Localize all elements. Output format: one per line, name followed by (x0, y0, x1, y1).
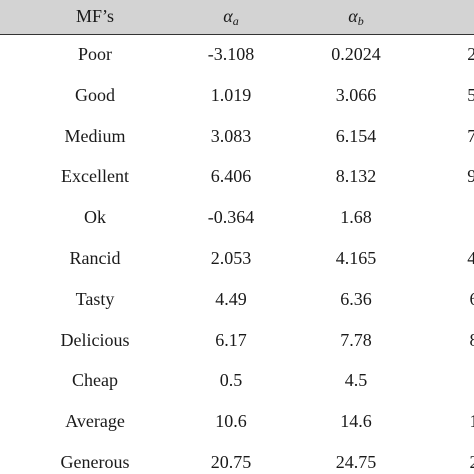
cell-mf: Rancid (69, 248, 121, 268)
cell-alpha-a: 1.019 (210, 85, 252, 105)
cell-alpha-b: 6.154 (335, 126, 377, 146)
cell-alpha-c: 9. (467, 166, 474, 186)
cell-alpha-c: 4. (467, 248, 474, 268)
cell-alpha-c: 1 (469, 411, 474, 431)
table-header-row (0, 0, 474, 34)
cell-alpha-b: 14.6 (340, 411, 372, 431)
cell-alpha-c: 2 (469, 452, 474, 472)
header-divider (0, 34, 474, 35)
cell-alpha-b: 1.68 (340, 207, 372, 227)
alpha-a-symbol: α (223, 6, 233, 26)
cell-alpha-a: 6.406 (210, 166, 252, 186)
cell-mf: Poor (77, 44, 113, 64)
alpha-b-subscript: b (357, 14, 364, 28)
cell-mf: Ok (84, 207, 106, 227)
cell-alpha-b: 4.5 (344, 370, 368, 390)
cell-alpha-b: 4.165 (335, 248, 377, 268)
cell-alpha-a: 0.5 (219, 370, 243, 390)
cell-mf: Good (75, 85, 115, 105)
cell-alpha-b: 3.066 (335, 85, 377, 105)
cell-alpha-b: 0.2024 (331, 44, 381, 64)
cell-alpha-b: 8.132 (335, 166, 377, 186)
cell-mf: Medium (64, 126, 126, 146)
cell-alpha-b: 6.36 (340, 289, 372, 309)
cell-alpha-a: 3.083 (210, 126, 252, 146)
cell-alpha-a: 2.053 (210, 248, 252, 268)
cell-alpha-c: 8 (469, 330, 474, 350)
alpha-b-symbol: α (348, 6, 358, 26)
cell-mf: Average (65, 411, 125, 431)
header-alpha-b: αb (348, 4, 363, 28)
cell-alpha-c: 7. (467, 126, 474, 146)
cell-alpha-a: -3.108 (207, 44, 255, 64)
alpha-a-subscript: a (232, 14, 239, 28)
cell-alpha-a: 10.6 (215, 411, 247, 431)
cell-alpha-a: 6.17 (215, 330, 247, 350)
cell-alpha-b: 24.75 (335, 452, 377, 472)
cell-mf: Tasty (75, 289, 115, 309)
cell-alpha-a: -0.364 (207, 207, 255, 227)
cell-alpha-c: 6 (469, 289, 474, 309)
header-mf: MF’s (75, 6, 115, 26)
cell-alpha-b: 7.78 (340, 330, 372, 350)
cell-alpha-c: 5. (467, 85, 474, 105)
cell-mf: Cheap (72, 370, 118, 390)
header-alpha-a: αa (223, 4, 238, 28)
cell-alpha-a: 4.49 (215, 289, 247, 309)
cell-mf: Delicious (60, 330, 130, 350)
cell-alpha-a: 20.75 (210, 452, 252, 472)
cell-alpha-c: 2. (467, 44, 474, 64)
cell-mf: Excellent (61, 166, 129, 186)
cell-mf: Generous (60, 452, 130, 472)
